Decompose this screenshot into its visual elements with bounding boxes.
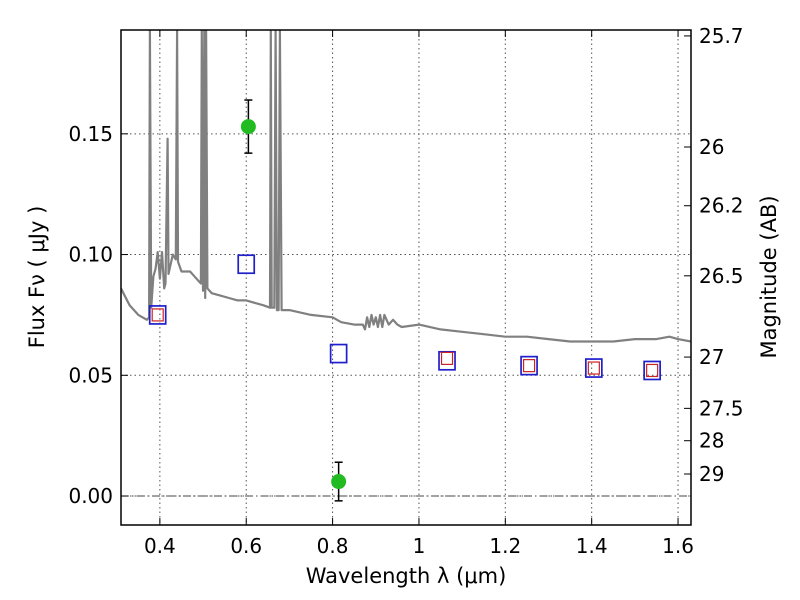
- mag-tick-label: 29: [699, 462, 724, 486]
- y-tick-label: 0.05: [68, 363, 113, 387]
- plot-frame: [120, 29, 692, 526]
- comparison-square: [440, 351, 454, 365]
- comparison-square: [646, 363, 659, 378]
- y-axis-label: Flux Fν ( μJy ): [25, 206, 49, 349]
- axis-ticks: [121, 30, 691, 525]
- observed-point: [240, 119, 256, 135]
- x-tick-label: 1: [413, 534, 426, 558]
- x-tick-label: 1.4: [576, 534, 608, 558]
- mag-tick-label: 28: [699, 429, 724, 453]
- model-square: [148, 305, 167, 325]
- x-tick-label: 1.2: [489, 534, 521, 558]
- y-tick-label: 0.15: [68, 122, 113, 146]
- comparison-square: [587, 361, 600, 375]
- observed-point: [331, 474, 347, 490]
- y-tick-label: 0.10: [68, 243, 113, 267]
- mag-tick-label: 27.5: [699, 396, 744, 420]
- x-tick-label: 1.6: [662, 534, 694, 558]
- plot-background: [121, 30, 691, 525]
- comparison-square: [151, 308, 164, 322]
- mag-tick-label: 26.2: [699, 194, 744, 218]
- x-tick-label: 0.8: [317, 534, 349, 558]
- model-square: [329, 343, 348, 364]
- spectrum-series: [121, 30, 691, 343]
- model-square: [237, 254, 256, 275]
- model-square: [643, 360, 661, 381]
- mag-tick-label: 25.7: [699, 24, 744, 48]
- mag-tick-label: 26: [699, 135, 724, 159]
- model-square: [520, 355, 538, 376]
- x-tick-label: 0.6: [230, 534, 262, 558]
- x-tick-label: 0.4: [144, 534, 176, 558]
- comparison-square: [522, 359, 536, 373]
- mag-tick-label: 26.5: [699, 264, 744, 288]
- spectrum-line: [121, 30, 691, 343]
- model-square: [584, 358, 603, 378]
- photometry-points: [148, 99, 661, 502]
- x-axis-label: Wavelength λ (μm): [306, 564, 507, 588]
- tick-labels: 0.4 0.6 0.8 1 1.2 1.4 1.6 0.00 0.05 0.10 0.15 25.7 2…: [68, 24, 743, 558]
- mag-tick-label: 27: [699, 345, 724, 369]
- y2-axis-label: Magnitude (AB): [757, 195, 781, 358]
- grid: [121, 30, 691, 525]
- y-tick-label: 0.00: [68, 484, 113, 508]
